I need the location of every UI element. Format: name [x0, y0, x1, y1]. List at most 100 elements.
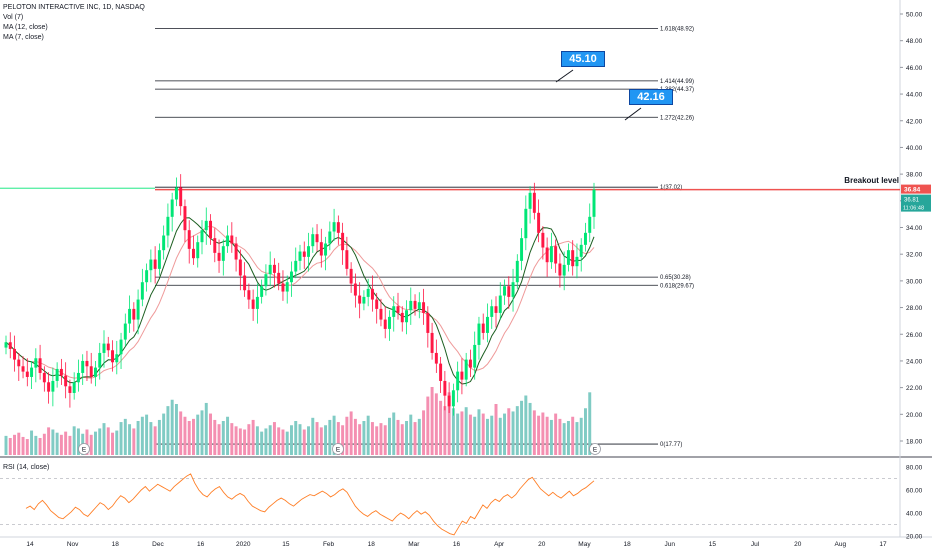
candle-body [362, 296, 366, 304]
volume-bar [8, 438, 12, 455]
chart-legend: PELOTON INTERACTIVE INC, 1D, NASDAQ Vol … [3, 3, 145, 43]
volume-bar [226, 416, 230, 455]
volume-bar [209, 413, 213, 455]
candle-body [119, 339, 123, 355]
volume-bar [558, 418, 562, 455]
price-tick-label: 20.00 [906, 412, 923, 419]
candle-body [123, 323, 127, 340]
volume-bar [336, 422, 340, 455]
time-tick-label: Feb [323, 541, 335, 548]
candle-body [115, 354, 119, 363]
volume-bar [213, 419, 217, 455]
volume-bar [507, 408, 511, 455]
volume-bar [123, 418, 127, 455]
candle-body [341, 232, 345, 251]
volume-bar [345, 416, 349, 455]
volume-bar [353, 418, 357, 455]
volume-bar [85, 429, 89, 455]
candle-body [370, 288, 374, 300]
time-tick-label: 14 [26, 541, 34, 548]
candle-body [30, 367, 34, 377]
candle-body [434, 352, 438, 364]
volume-bar [588, 392, 592, 455]
volume-bar [72, 426, 76, 455]
price-callout-45[interactable]: 45.10 [561, 51, 605, 67]
ma-12-line [5, 225, 595, 379]
time-tick-label: 18 [112, 541, 120, 548]
candle-body [417, 302, 421, 309]
candle-body [153, 259, 157, 269]
time-tick-label: 15 [282, 541, 290, 548]
candle-body [302, 251, 306, 257]
volume-bar [119, 422, 123, 455]
price-tick-label: 26.00 [906, 332, 923, 339]
volume-bar [51, 429, 55, 455]
volume-bar [498, 417, 502, 455]
candle-body [145, 270, 149, 283]
candle-body [311, 234, 315, 247]
callout-pointer [555, 69, 574, 83]
volume-bar [566, 421, 570, 455]
candle-body [93, 367, 97, 377]
indicator-vol[interactable]: Vol (7) [3, 14, 24, 21]
price-tick-label: 44.00 [906, 92, 923, 99]
candle-body [209, 220, 213, 239]
candle-body [447, 395, 451, 407]
candle-body [396, 306, 400, 313]
countdown-label: 11:06:48 [903, 206, 924, 212]
volume-bar [387, 417, 391, 455]
candle-body [524, 208, 528, 239]
volume-bar [170, 399, 174, 455]
volume-bar [307, 426, 311, 455]
volume-bar [272, 422, 276, 455]
volume-bar [298, 424, 302, 455]
candle-body [566, 250, 570, 265]
candle-body [468, 359, 472, 368]
candle-body [55, 368, 59, 381]
candle-body [251, 299, 255, 309]
candle-body [196, 242, 200, 259]
volume-bar [583, 408, 587, 455]
volume-bar [166, 406, 170, 455]
volume-bar [358, 424, 362, 455]
time-tick-label: 20 [538, 541, 546, 548]
volume-bar [153, 426, 157, 455]
volume-bar [311, 417, 315, 455]
volume-bar [319, 427, 323, 455]
candle-body [106, 343, 110, 351]
volume-bar [132, 428, 136, 455]
volume-bar [468, 414, 472, 455]
price-tick-label: 28.00 [906, 305, 923, 312]
indicator-ma-12[interactable]: MA (12, close) [3, 24, 48, 31]
volume-bar [485, 418, 489, 455]
candle-body [439, 363, 443, 381]
secondary-price-label: 36.81 [904, 198, 920, 204]
candle-body [528, 192, 532, 209]
volume-bar [456, 413, 460, 455]
candle-body [319, 242, 323, 256]
volume-bar [89, 434, 93, 455]
volume-bar [17, 432, 21, 455]
candle-body [336, 222, 340, 233]
rsi-legend[interactable]: RSI (14, close) [3, 464, 50, 471]
time-tick-label: Apr [494, 541, 505, 548]
candle-body [34, 358, 38, 368]
volume-bar [42, 433, 46, 455]
earnings-marker-label: E [336, 447, 341, 454]
candle-body [238, 259, 242, 276]
candle-body [226, 235, 230, 247]
candle-body [140, 282, 144, 300]
price-callout-42[interactable]: 42.16 [629, 89, 673, 105]
volume-bar [34, 435, 38, 455]
volume-bar [230, 423, 234, 455]
candle-body [166, 216, 170, 236]
volume-bar [260, 431, 264, 455]
volume-bar [217, 424, 221, 455]
candle-body [68, 386, 72, 393]
fib-level-label: 1.618(48.92) [660, 26, 694, 32]
indicator-ma-7[interactable]: MA (7, close) [3, 34, 44, 41]
volume-bar [64, 431, 68, 455]
time-tick-label: 18 [368, 541, 376, 548]
candle-body [481, 323, 485, 333]
